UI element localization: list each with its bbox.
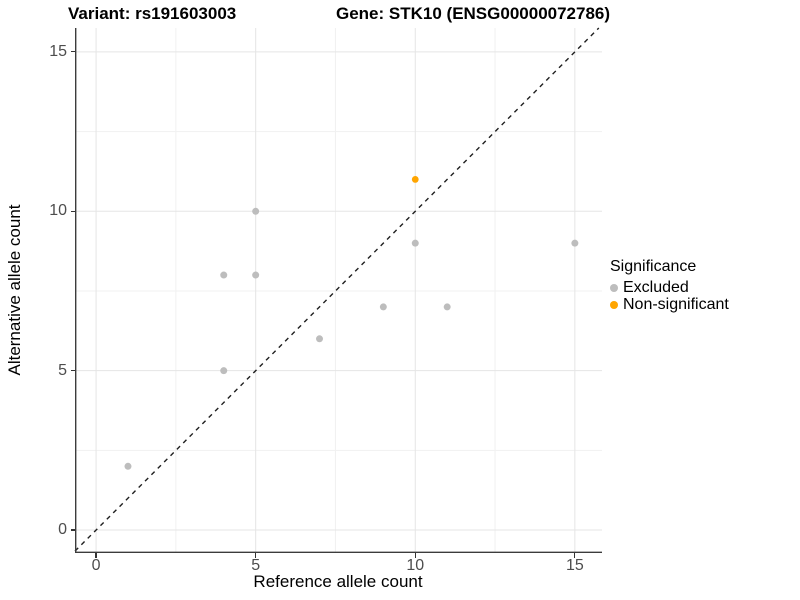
y-tick-label: 10 [49, 202, 67, 220]
data-point-excluded [411, 239, 419, 247]
legend: Significance Excluded Non-significant [610, 257, 729, 313]
y-tick-mark [70, 210, 75, 212]
x-tick-label: 0 [91, 557, 101, 574]
x-axis-title: Reference allele count [253, 572, 423, 591]
x-tick-label: 10 [406, 557, 425, 574]
y-tick-mark [70, 529, 75, 531]
y-tick-label: 5 [58, 361, 67, 379]
x-tick-label: 15 [565, 557, 584, 574]
data-point-excluded [124, 462, 132, 470]
data-point-non-significant [411, 176, 419, 183]
y-axis-title: Alternative allele count [5, 204, 24, 376]
data-point-excluded [252, 207, 260, 215]
plot-panel [74, 27, 602, 553]
x-tick-mark [414, 553, 416, 558]
data-point-excluded [316, 335, 324, 343]
data-point-excluded [379, 303, 387, 311]
y-tick-mark [70, 370, 75, 372]
legend-item-label: Non-significant [623, 295, 729, 313]
data-point-excluded [220, 367, 228, 375]
data-point-excluded [443, 303, 451, 311]
y-tick-label: 0 [58, 521, 67, 539]
x-tick-mark [255, 553, 257, 558]
legend-item-excluded: Excluded [610, 279, 729, 297]
x-tick-mark [95, 553, 97, 558]
legend-title: Significance [610, 258, 697, 275]
data-point-excluded [220, 271, 228, 279]
y-tick-mark [70, 51, 75, 53]
legend-item-non-significant: Non-significant [610, 295, 729, 314]
data-point-excluded [571, 239, 579, 247]
x-tick-mark [574, 553, 576, 558]
y-tick-label: 15 [49, 42, 67, 60]
x-tick-label: 5 [251, 557, 261, 574]
variant-title: Variant: rs191603003 [68, 4, 237, 23]
excluded-point-swatch [610, 284, 618, 293]
non-significant-point-swatch [610, 300, 618, 309]
legend-item-label: Excluded [623, 279, 689, 296]
identity-dashed-line [74, 27, 600, 552]
data-point-excluded [252, 271, 260, 279]
scatter-plot-canvas [74, 27, 602, 553]
gene-title: Gene: STK10 (ENSG00000072786) [336, 4, 611, 23]
